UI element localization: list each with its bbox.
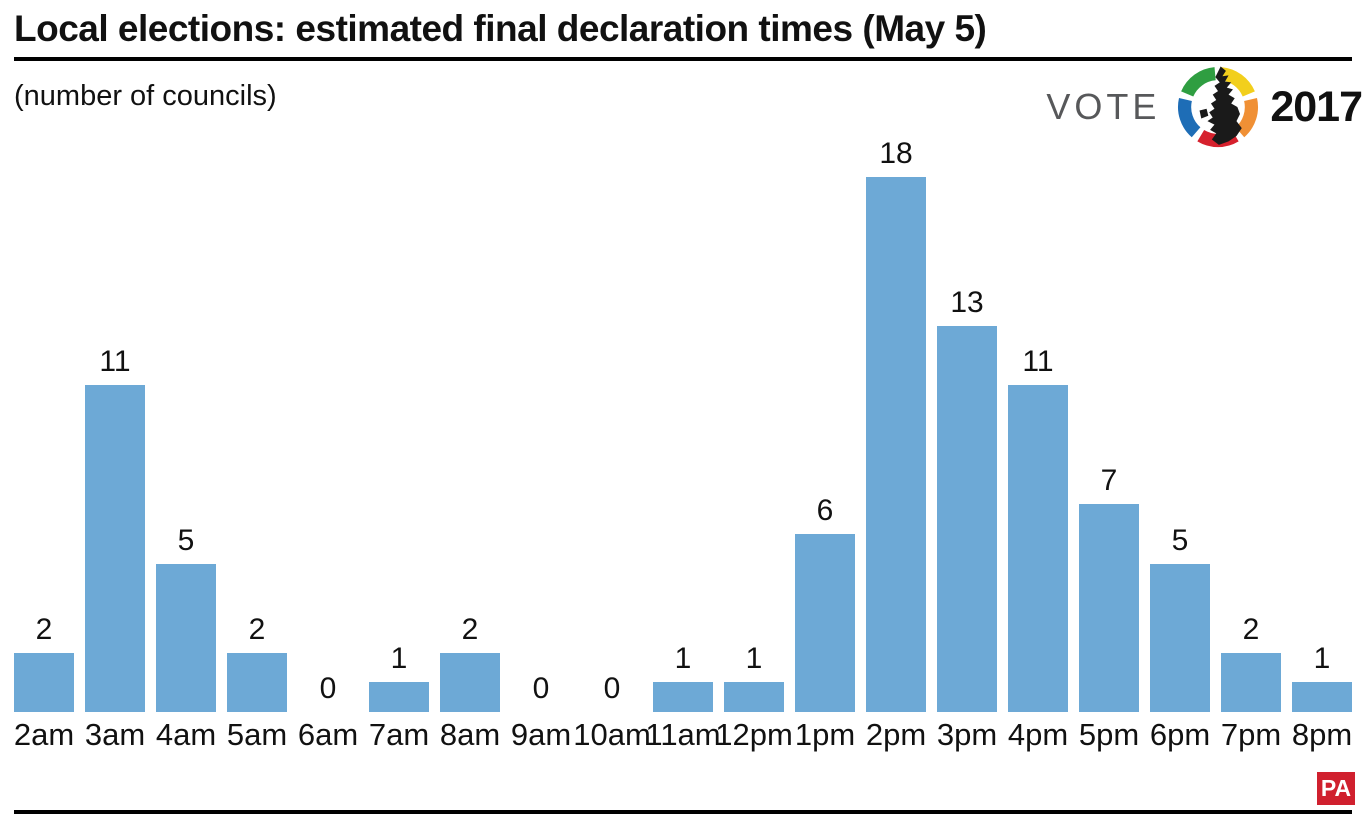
x-tick-label: 7am [368,717,430,752]
bar [1079,504,1139,712]
x-tick-label: 5pm [1078,717,1140,752]
bar-value-label: 2 [35,612,53,646]
pa-logo-text: PA [1320,775,1352,801]
page-title: Local elections: estimated final declara… [14,8,987,49]
x-tick-label: 4pm [1007,717,1069,752]
x-tick-label: 11am [645,717,721,752]
bar-value-label: 1 [390,642,408,676]
x-tick-label: 3am [84,717,146,752]
title-divider [14,57,1352,61]
bar-column: 6 1pm [795,494,855,758]
bar-chart: 2 2am 11 3am 5 4am 2 5am 0 6am 1 7am 2 8am 0 9am 0 10am 1 1… [14,98,1352,758]
bar [1150,563,1210,712]
year-label: 2017 [1270,82,1363,131]
bar-value-label: 2 [1242,612,1260,646]
x-tick-label: 6pm [1149,717,1211,752]
bar-column: 11 4pm [1008,345,1068,758]
bar-column: 1 12pm [715,642,793,758]
bar-value-label: 6 [816,493,834,527]
x-tick-label: 8pm [1291,717,1353,752]
vote-2017-logo: VOTE 2017 [1046,62,1363,152]
bar-column: 18 2pm [866,137,926,758]
bar-value-label: 0 [603,672,621,705]
bar-column: 1 7am [369,642,429,758]
x-tick-label: 1pm [794,717,856,752]
bar [1292,682,1352,712]
bar [1008,385,1068,712]
bar-column: 0 6am [298,672,358,758]
x-tick-label: 3pm [936,717,998,752]
chart-subtitle: (number of councils) [14,80,277,112]
bar-value-label: 0 [319,672,337,705]
bar-value-label: 1 [745,642,763,676]
x-tick-label: 4am [155,717,217,752]
bar-column: 0 9am [511,672,571,758]
bar-column: 2 2am [14,613,74,758]
x-tick-label: 7pm [1220,717,1282,752]
pa-logo: PA [1317,772,1355,805]
footer-divider [14,810,1352,814]
bar-column: 11 3am [85,345,145,758]
bar [795,533,855,712]
x-tick-label: 10am [573,717,651,752]
bar-column: 0 10am [573,672,651,758]
x-tick-label: 6am [297,717,359,752]
uk-map-ring-icon [1178,66,1259,148]
bar-column: 2 7pm [1221,613,1281,758]
bar-value-label: 2 [461,612,479,646]
bar [227,652,287,712]
bar [866,177,926,712]
bar-column: 7 5pm [1079,464,1139,758]
x-tick-label: 2pm [865,717,927,752]
x-tick-label: 5am [226,717,288,752]
bar [724,682,784,712]
bar-column: 1 8pm [1292,642,1352,758]
vote-label: VOTE [1046,86,1161,127]
x-tick-label: 12pm [715,717,793,752]
bar [937,325,997,712]
bar [653,682,713,712]
x-tick-label: 9am [510,717,572,752]
bar-value-label: 18 [879,137,913,171]
bar [156,563,216,712]
bar-value-label: 13 [950,285,984,319]
bar-value-label: 5 [177,523,195,557]
bar-column: 1 11am [645,642,720,758]
bar [369,682,429,712]
bar-value-label: 1 [1313,642,1331,676]
uk-map-silhouette [1199,66,1243,145]
bar-column: 2 5am [227,613,287,758]
bar-value-label: 7 [1100,464,1118,498]
bar-value-label: 11 [1022,345,1054,379]
x-tick-label: 2am [13,717,75,752]
bar [14,652,74,712]
bar-value-label: 1 [674,642,692,676]
bar [440,652,500,712]
bar-column: 13 3pm [937,286,997,758]
bar-column: 5 4am [156,524,216,759]
bar-value-label: 11 [99,345,131,379]
bar-value-label: 0 [532,672,550,705]
bar-value-label: 2 [248,612,266,646]
bar [1221,652,1281,712]
bar-value-label: 5 [1171,523,1189,557]
bar-column: 2 8am [440,613,500,758]
bar [85,385,145,712]
bar-column: 5 6pm [1150,524,1210,759]
x-tick-label: 8am [439,717,501,752]
